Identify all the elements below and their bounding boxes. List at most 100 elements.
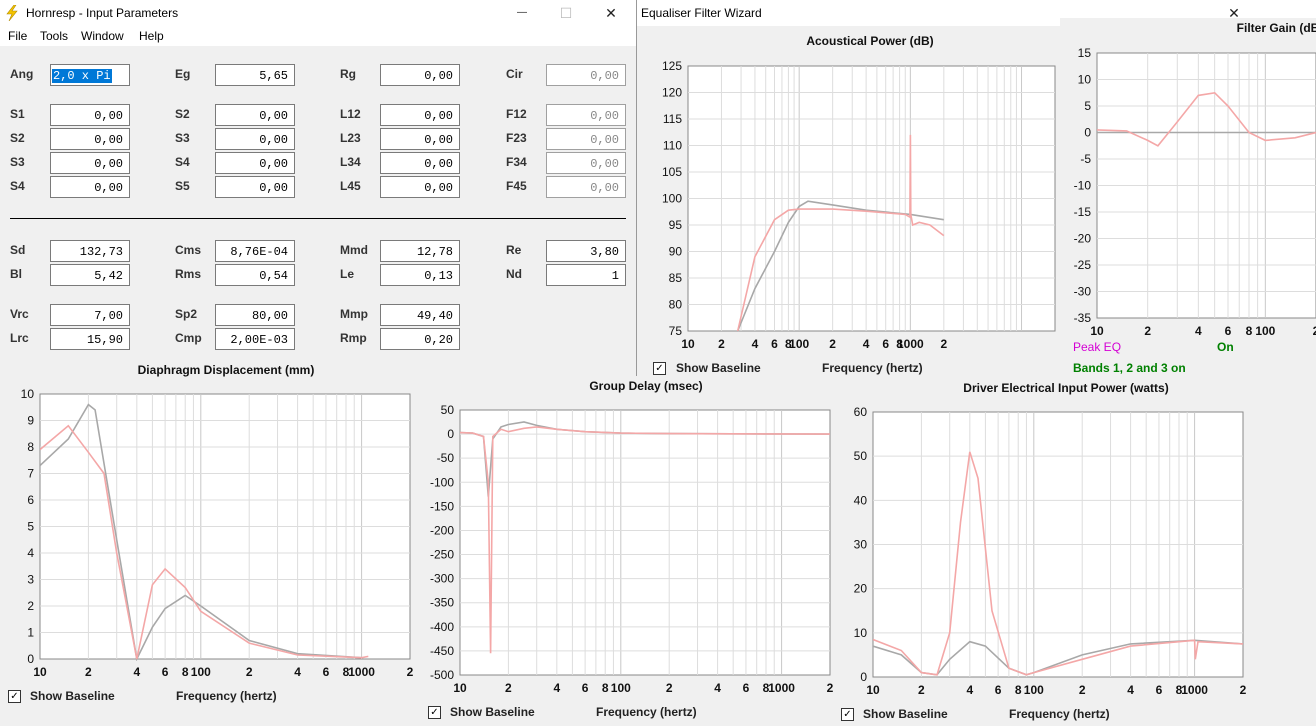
acoustic-show-baseline-label[interactable]: Show Baseline: [676, 361, 761, 375]
power-frequency-label: Frequency (hertz): [1009, 707, 1110, 721]
eq-close-button[interactable]: ✕: [1228, 5, 1240, 21]
hornresp-window: Hornresp - Input Parameters — ☐ ✕ File To…: [0, 0, 636, 378]
param-label: Mmp: [340, 307, 368, 321]
param-label: L12: [340, 107, 361, 121]
param-field[interactable]: 0,00: [50, 176, 130, 198]
param-label: Cmp: [175, 331, 202, 345]
param-field[interactable]: 0,00: [215, 152, 295, 174]
acoustic-frequency-label: Frequency (hertz): [822, 361, 923, 375]
param-field[interactable]: 15,90: [50, 328, 130, 350]
menu-file[interactable]: File: [8, 29, 28, 43]
param-field[interactable]: 0,00: [380, 64, 460, 86]
param-field[interactable]: 0,00: [50, 152, 130, 174]
selected-text: 2,0 x Pi: [52, 69, 112, 83]
delay-frequency-label: Frequency (hertz): [596, 705, 697, 719]
diaphragm-panel: [0, 360, 420, 726]
param-label: Cms: [175, 243, 202, 257]
param-field[interactable]: 1: [546, 264, 626, 286]
acoustic-show-baseline-checkbox[interactable]: ✓: [653, 362, 666, 375]
param-label: S2: [10, 131, 25, 145]
param-field[interactable]: 0,00: [50, 128, 130, 150]
menu-help[interactable]: Help: [139, 29, 164, 43]
param-label: F34: [506, 155, 527, 169]
delay-show-baseline-checkbox[interactable]: ✓: [428, 706, 441, 719]
param-label: S2: [175, 107, 190, 121]
param-label: L23: [340, 131, 361, 145]
param-field[interactable]: 7,00: [50, 304, 130, 326]
disp-show-baseline-checkbox[interactable]: ✓: [8, 690, 21, 703]
maximize-button[interactable]: ☐: [559, 5, 573, 21]
power-panel: [836, 376, 1256, 726]
param-field[interactable]: 0,54: [215, 264, 295, 286]
param-field[interactable]: 0,00: [380, 104, 460, 126]
menu-tools[interactable]: Tools: [40, 29, 69, 43]
param-field[interactable]: 3,80: [546, 240, 626, 262]
disp-frequency-label: Frequency (hertz): [176, 689, 277, 703]
hornresp-title: Hornresp - Input Parameters: [26, 6, 179, 20]
param-label: Nd: [506, 267, 522, 281]
param-label: Cir: [506, 67, 523, 81]
power-show-baseline-checkbox[interactable]: ✓: [841, 708, 854, 721]
param-field[interactable]: 0,00: [380, 176, 460, 198]
param-label: S3: [10, 155, 25, 169]
param-field[interactable]: 0,00: [215, 128, 295, 150]
param-field[interactable]: 0,00: [215, 104, 295, 126]
param-label: F12: [506, 107, 527, 121]
delay-show-baseline-label[interactable]: Show Baseline: [450, 705, 535, 719]
disp-show-baseline-label[interactable]: Show Baseline: [30, 689, 115, 703]
param-label: Mmd: [340, 243, 368, 257]
param-label: Sd: [10, 243, 26, 257]
param-label: L45: [340, 179, 361, 193]
param-label: S4: [175, 155, 190, 169]
param-field[interactable]: 2,0 x Pi: [50, 64, 130, 86]
minimize-button[interactable]: —: [517, 7, 527, 18]
filter-gain-panel: [1060, 18, 1316, 340]
hornresp-titlebar[interactable]: Hornresp - Input Parameters — ☐ ✕: [0, 0, 636, 26]
menu-window[interactable]: Window: [81, 29, 124, 43]
peak-eq-label: Peak EQ: [1073, 340, 1122, 354]
eq-wizard-title: Equaliser Filter Wizard: [641, 6, 762, 20]
param-field[interactable]: 8,76E-04: [215, 240, 295, 262]
param-field[interactable]: 49,40: [380, 304, 460, 326]
param-label: S3: [175, 131, 190, 145]
param-label: Eg: [175, 67, 191, 81]
param-field[interactable]: 5,65: [215, 64, 295, 86]
param-field[interactable]: 0,00: [546, 128, 626, 150]
param-label: L34: [340, 155, 361, 169]
param-field[interactable]: 132,73: [50, 240, 130, 262]
param-label: Rg: [340, 67, 356, 81]
on-label: On: [1217, 340, 1234, 354]
param-label: S4: [10, 179, 25, 193]
param-field[interactable]: 0,00: [50, 104, 130, 126]
param-field[interactable]: 0,00: [546, 176, 626, 198]
param-field[interactable]: 0,00: [546, 152, 626, 174]
group-delay-panel: [420, 376, 840, 726]
param-field[interactable]: 0,00: [380, 128, 460, 150]
bands-status-label: Bands 1, 2 and 3 on: [1073, 361, 1186, 375]
param-label: Rms: [175, 267, 202, 281]
param-label: F45: [506, 179, 527, 193]
close-button[interactable]: ✕: [605, 5, 617, 21]
param-label: Le: [340, 267, 355, 281]
hornresp-menubar: File Tools Window Help: [0, 26, 636, 46]
param-field[interactable]: 0,00: [546, 104, 626, 126]
param-field[interactable]: 2,00E-03: [215, 328, 295, 350]
param-field[interactable]: 0,00: [380, 152, 460, 174]
param-field[interactable]: 0,13: [380, 264, 460, 286]
param-label: Re: [506, 243, 522, 257]
param-field[interactable]: 0,00: [546, 64, 626, 86]
lightning-icon: [6, 5, 18, 21]
param-label: S5: [175, 179, 190, 193]
param-field[interactable]: 0,00: [215, 176, 295, 198]
param-label: F23: [506, 131, 527, 145]
param-label: Ang: [10, 67, 34, 81]
param-field[interactable]: 12,78: [380, 240, 460, 262]
power-show-baseline-label[interactable]: Show Baseline: [863, 707, 948, 721]
section-divider: [10, 218, 626, 219]
param-field[interactable]: 5,42: [50, 264, 130, 286]
param-field[interactable]: 0,20: [380, 328, 460, 350]
param-field[interactable]: 80,00: [215, 304, 295, 326]
param-label: Lrc: [10, 331, 29, 345]
param-label: Vrc: [10, 307, 29, 321]
param-label: Bl: [10, 267, 22, 281]
